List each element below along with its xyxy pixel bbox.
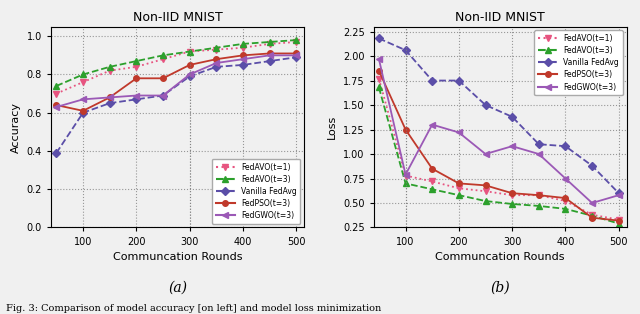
Legend: FedAVO(t=1), FedAVO(t=3), Vanilla FedAvg, FedPSO(t=3), FedGWO(t=3): FedAVO(t=1), FedAVO(t=3), Vanilla FedAvg… bbox=[534, 30, 623, 95]
Title: Non-IID MNIST: Non-IID MNIST bbox=[132, 11, 223, 24]
Text: (b): (b) bbox=[490, 281, 510, 295]
Y-axis label: Loss: Loss bbox=[327, 115, 337, 139]
Title: Non-IID MNIST: Non-IID MNIST bbox=[455, 11, 545, 24]
Y-axis label: Accuracy: Accuracy bbox=[11, 101, 21, 153]
X-axis label: Communcation Rounds: Communcation Rounds bbox=[435, 252, 565, 262]
X-axis label: Communcation Rounds: Communcation Rounds bbox=[113, 252, 243, 262]
Text: (a): (a) bbox=[168, 281, 187, 295]
Text: Fig. 3: Comparison of model accuracy [on left] and model loss minimization: Fig. 3: Comparison of model accuracy [on… bbox=[6, 304, 381, 313]
Legend: FedAVO(t=1), FedAVO(t=3), Vanilla FedAvg, FedPSO(t=3), FedGWO(t=3): FedAVO(t=1), FedAVO(t=3), Vanilla FedAvg… bbox=[212, 159, 300, 224]
